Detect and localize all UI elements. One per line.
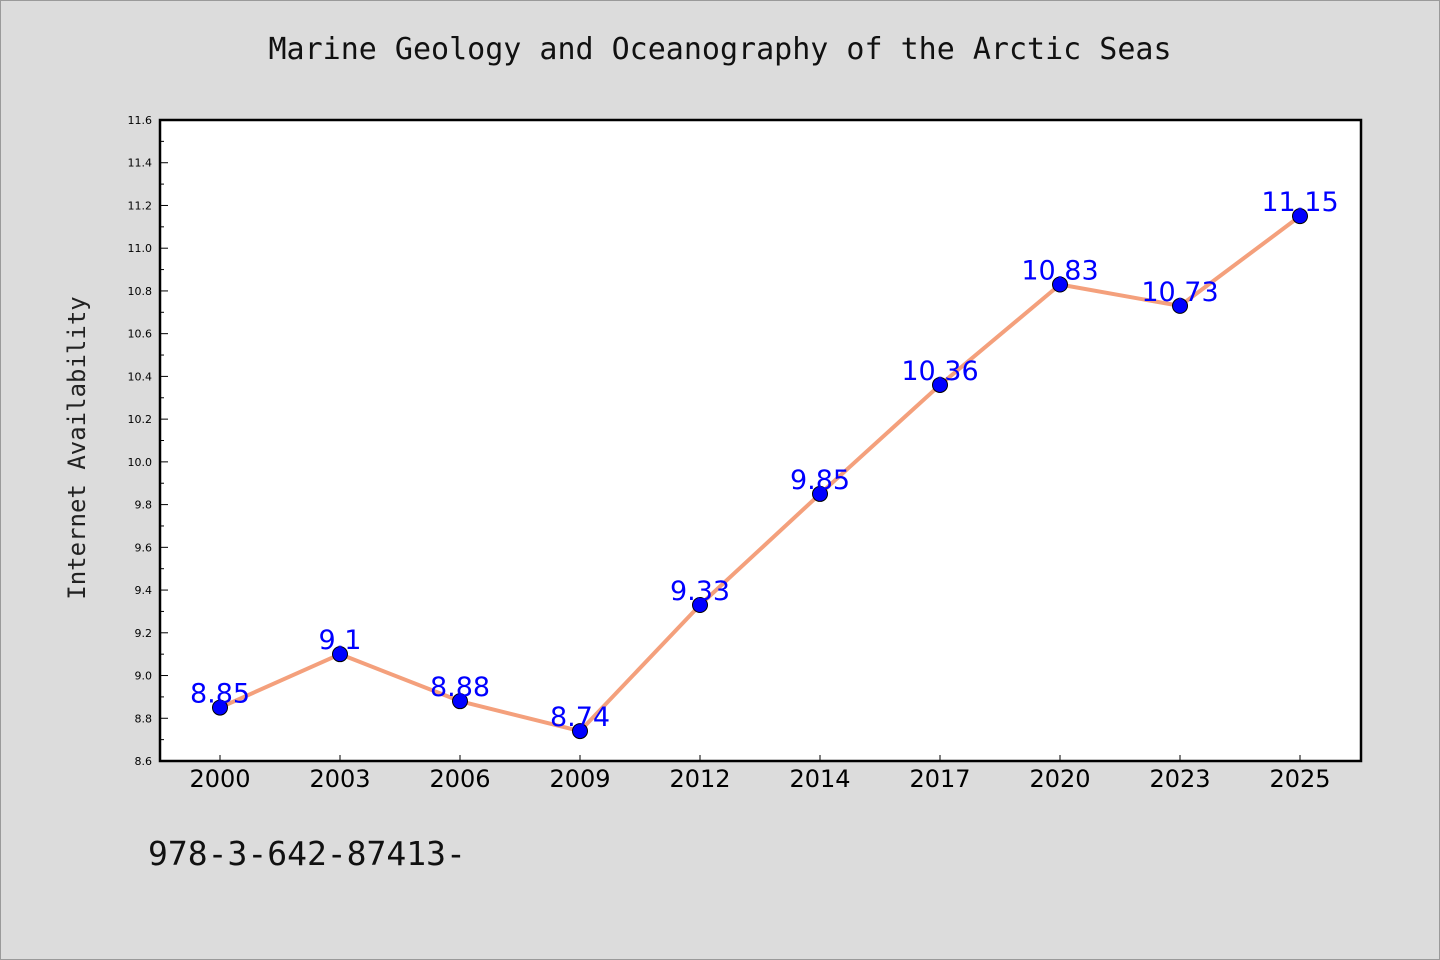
data-label: 8.85 — [190, 679, 250, 710]
data-point — [212, 699, 228, 716]
data-label: 9.33 — [670, 576, 730, 607]
y-tick-label: 10.4 — [128, 370, 153, 383]
x-tick-label: 2000 — [189, 765, 250, 793]
x-tick-label: 2009 — [549, 765, 610, 793]
y-tick-label: 8.6 — [135, 755, 153, 768]
y-tick-label: 9.2 — [135, 627, 153, 640]
plot-area — [158, 118, 1363, 763]
data-point — [1292, 208, 1308, 225]
x-tick-label: 2003 — [309, 765, 370, 793]
data-point — [1052, 276, 1068, 293]
y-tick-label: 10.8 — [128, 285, 153, 298]
x-tick-label: 2006 — [429, 765, 490, 793]
data-point — [1172, 297, 1188, 314]
data-label: 10.83 — [1021, 256, 1098, 287]
y-tick-label: 9.6 — [135, 541, 153, 554]
x-tick-label: 2023 — [1149, 765, 1210, 793]
x-tick-label: 2012 — [669, 765, 730, 793]
data-markers — [212, 208, 1308, 740]
data-point — [572, 723, 588, 740]
data-label: 8.88 — [430, 672, 490, 703]
data-point — [812, 485, 828, 502]
y-tick-label: 11.4 — [128, 157, 153, 170]
y-tick-label: 11.2 — [128, 199, 153, 212]
footer-code: 978-3-642-87413- — [148, 834, 466, 873]
data-label: 8.74 — [550, 702, 610, 733]
x-tick-label: 2025 — [1269, 765, 1330, 793]
y-tick-label: 10.2 — [128, 413, 153, 426]
x-axis-ticks: 2000 2003 2006 2009 2012 2014 2017 2020 2023 2025 — [189, 755, 1331, 793]
data-point — [692, 597, 708, 614]
data-label: 11.15 — [1261, 187, 1338, 218]
data-point — [932, 376, 948, 393]
y-tick-label: 11.0 — [128, 242, 153, 255]
y-axis-ticks: 8.6 8.8 9.0 9.2 9.4 9.6 9.8 10.0 10.2 10.4 10.6 10.… — [128, 114, 168, 768]
y-tick-label: 10.0 — [128, 456, 153, 469]
series-line-group — [218, 214, 1302, 734]
data-labels: 8.85 9.1 8.88 8.74 9.33 9.85 10.36 10.83 10.73 11… — [190, 187, 1339, 733]
data-label: 9.85 — [790, 465, 850, 496]
y-tick-label: 9.0 — [135, 670, 153, 683]
series-line — [218, 214, 1302, 734]
data-point — [332, 646, 348, 663]
data-point — [452, 693, 468, 710]
x-tick-label: 2014 — [789, 765, 850, 793]
x-tick-label: 2017 — [909, 765, 970, 793]
data-label: 10.36 — [901, 356, 978, 387]
data-label: 9.1 — [319, 625, 362, 656]
y-tick-label: 9.4 — [135, 584, 153, 597]
y-tick-label: 10.6 — [128, 328, 153, 341]
y-tick-label: 8.8 — [135, 712, 153, 725]
y-tick-label: 9.8 — [135, 499, 153, 512]
y-tick-label: 11.6 — [128, 114, 153, 127]
data-label: 10.73 — [1141, 277, 1218, 308]
x-tick-label: 2020 — [1029, 765, 1090, 793]
chart-title: Marine Geology and Oceanography of the A… — [268, 32, 1172, 67]
